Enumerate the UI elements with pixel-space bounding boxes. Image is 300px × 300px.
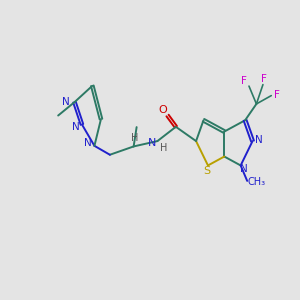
Text: N: N [62,97,70,106]
Text: F: F [274,90,280,100]
Text: N: N [240,164,248,174]
Text: N: N [148,139,156,148]
Text: F: F [241,76,247,86]
Text: S: S [203,166,210,176]
Text: CH₃: CH₃ [247,177,265,188]
Text: N: N [71,122,79,132]
Text: H: H [131,133,139,143]
Text: N: N [255,135,263,145]
Text: F: F [262,74,267,84]
Text: N: N [84,138,92,148]
Text: O: O [159,105,167,115]
Text: H: H [160,142,167,153]
